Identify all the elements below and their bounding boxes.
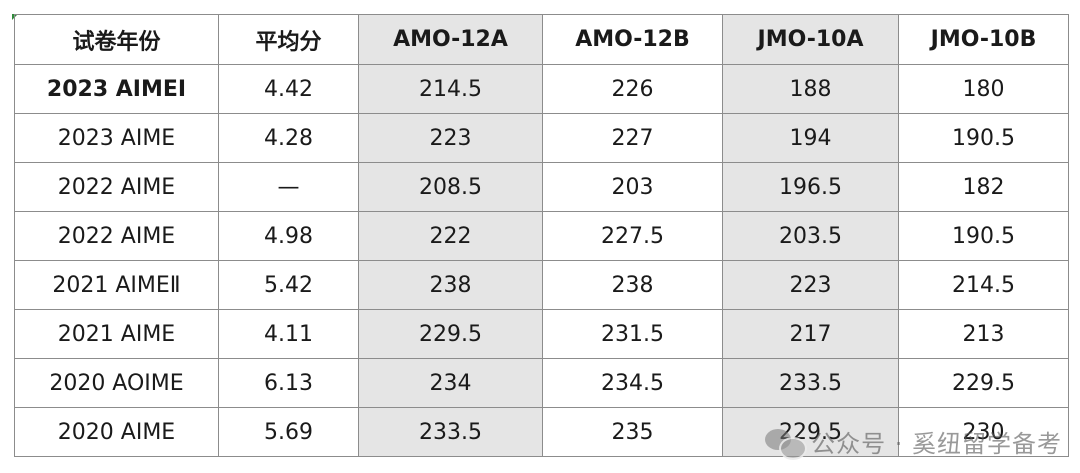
jmo-10b-cell: 230 xyxy=(898,407,1069,457)
amo-12a-cell: 229.5 xyxy=(358,309,543,359)
jmo-10b-cell: 190.5 xyxy=(898,211,1069,261)
amo-12a-cell: 222 xyxy=(358,211,543,261)
header-jmo-10b: JMO-10B xyxy=(898,14,1069,65)
amo-12a-cell: 233.5 xyxy=(358,407,543,457)
amo-12a-cell: 238 xyxy=(358,260,543,310)
amo-12a-cell: 234 xyxy=(358,358,543,408)
jmo-10b-cell: 213 xyxy=(898,309,1069,359)
jmo-10a-cell: 188 xyxy=(722,64,899,114)
amo-12b-cell: 226 xyxy=(542,64,723,114)
year-cell: 2022 AIME xyxy=(14,211,219,261)
header-jmo-10a: JMO-10A xyxy=(722,14,899,65)
table-row: 2022 AIME — 208.5 203 196.5 182 xyxy=(14,162,1069,212)
jmo-10b-cell: 180 xyxy=(898,64,1069,114)
amo-12b-cell: 227 xyxy=(542,113,723,163)
year-cell: 2020 AIME xyxy=(14,407,219,457)
header-amo-12a: AMO-12A xyxy=(358,14,543,65)
jmo-10b-cell: 190.5 xyxy=(898,113,1069,163)
year-cell: 2021 AIME xyxy=(14,309,219,359)
jmo-10b-cell: 182 xyxy=(898,162,1069,212)
average-cell: 4.28 xyxy=(218,113,359,163)
amo-12b-cell: 238 xyxy=(542,260,723,310)
year-cell: 2023 AIMEI xyxy=(14,64,219,114)
amo-12b-cell: 203 xyxy=(542,162,723,212)
average-cell: 5.69 xyxy=(218,407,359,457)
table-row: 2023 AIMEI 4.42 214.5 226 188 180 xyxy=(14,64,1069,114)
header-amo-12b: AMO-12B xyxy=(542,14,723,65)
jmo-10b-cell: 229.5 xyxy=(898,358,1069,408)
amo-12b-cell: 231.5 xyxy=(542,309,723,359)
header-year: 试卷年份 xyxy=(14,14,219,65)
header-average: 平均分 xyxy=(218,14,359,65)
table-row: 2020 AIME 5.69 233.5 235 229.5 230 xyxy=(14,407,1069,457)
jmo-10a-cell: 196.5 xyxy=(722,162,899,212)
year-cell: 2021 AIMEⅡ xyxy=(14,260,219,310)
year-cell: 2020 AOIME xyxy=(14,358,219,408)
amo-12b-cell: 235 xyxy=(542,407,723,457)
jmo-10a-cell: 203.5 xyxy=(722,211,899,261)
average-cell: 6.13 xyxy=(218,358,359,408)
jmo-10a-cell: 194 xyxy=(722,113,899,163)
table-row: 2021 AIMEⅡ 5.42 238 238 223 214.5 xyxy=(14,260,1069,310)
average-cell: 5.42 xyxy=(218,260,359,310)
year-cell: 2022 AIME xyxy=(14,162,219,212)
average-cell: 4.42 xyxy=(218,64,359,114)
jmo-10a-cell: 223 xyxy=(722,260,899,310)
year-cell: 2023 AIME xyxy=(14,113,219,163)
average-cell: 4.11 xyxy=(218,309,359,359)
jmo-10b-cell: 214.5 xyxy=(898,260,1069,310)
table-row: 2022 AIME 4.98 222 227.5 203.5 190.5 xyxy=(14,211,1069,261)
score-table: 试卷年份 平均分 AMO-12A AMO-12B JMO-10A JMO-10B… xyxy=(14,14,1069,457)
average-cell: — xyxy=(218,162,359,212)
amo-12a-cell: 223 xyxy=(358,113,543,163)
amo-12b-cell: 227.5 xyxy=(542,211,723,261)
table-row: 2023 AIME 4.28 223 227 194 190.5 xyxy=(14,113,1069,163)
table-row: 2021 AIME 4.11 229.5 231.5 217 213 xyxy=(14,309,1069,359)
table-row: 2020 AOIME 6.13 234 234.5 233.5 229.5 xyxy=(14,358,1069,408)
average-cell: 4.98 xyxy=(218,211,359,261)
jmo-10a-cell: 233.5 xyxy=(722,358,899,408)
jmo-10a-cell: 217 xyxy=(722,309,899,359)
amo-12a-cell: 208.5 xyxy=(358,162,543,212)
amo-12a-cell: 214.5 xyxy=(358,64,543,114)
header-row: 试卷年份 平均分 AMO-12A AMO-12B JMO-10A JMO-10B xyxy=(14,14,1069,65)
jmo-10a-cell: 229.5 xyxy=(722,407,899,457)
amo-12b-cell: 234.5 xyxy=(542,358,723,408)
